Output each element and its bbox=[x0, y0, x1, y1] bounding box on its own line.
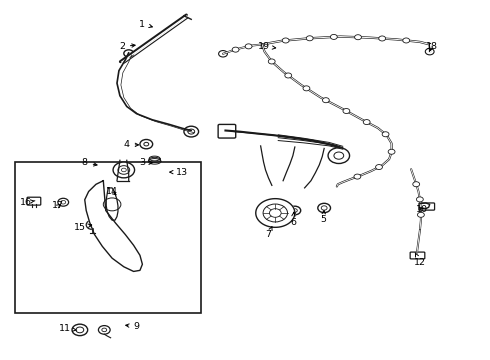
Circle shape bbox=[219, 50, 227, 57]
Circle shape bbox=[303, 86, 310, 91]
Circle shape bbox=[58, 198, 69, 206]
Text: 15: 15 bbox=[74, 223, 92, 232]
Circle shape bbox=[322, 98, 329, 103]
Text: 11: 11 bbox=[59, 324, 77, 333]
Text: 3: 3 bbox=[139, 158, 152, 167]
Circle shape bbox=[363, 120, 370, 125]
Circle shape bbox=[330, 35, 337, 40]
Circle shape bbox=[289, 206, 301, 215]
Circle shape bbox=[354, 174, 361, 179]
Bar bbox=[15, 162, 201, 313]
Circle shape bbox=[382, 132, 389, 137]
Circle shape bbox=[232, 47, 239, 52]
Circle shape bbox=[413, 182, 419, 187]
FancyBboxPatch shape bbox=[410, 252, 425, 259]
Circle shape bbox=[269, 59, 275, 64]
Circle shape bbox=[376, 165, 382, 170]
FancyBboxPatch shape bbox=[419, 203, 435, 210]
FancyBboxPatch shape bbox=[218, 125, 236, 138]
Circle shape bbox=[124, 50, 134, 57]
Circle shape bbox=[86, 220, 99, 229]
Circle shape bbox=[343, 108, 350, 113]
Text: 7: 7 bbox=[266, 227, 272, 239]
Circle shape bbox=[379, 36, 386, 41]
Text: 13: 13 bbox=[170, 168, 189, 177]
Circle shape bbox=[113, 162, 135, 178]
Circle shape bbox=[184, 126, 198, 137]
Circle shape bbox=[306, 36, 313, 41]
Circle shape bbox=[140, 139, 153, 149]
Text: 1: 1 bbox=[139, 19, 152, 28]
Text: 16: 16 bbox=[20, 198, 35, 207]
Polygon shape bbox=[85, 181, 143, 271]
Circle shape bbox=[98, 325, 110, 334]
Circle shape bbox=[245, 44, 252, 49]
Circle shape bbox=[282, 38, 289, 43]
Text: 19: 19 bbox=[258, 42, 276, 51]
Text: 14: 14 bbox=[106, 187, 118, 196]
Polygon shape bbox=[256, 199, 295, 227]
Circle shape bbox=[72, 324, 88, 336]
Circle shape bbox=[285, 73, 292, 78]
Text: 8: 8 bbox=[82, 158, 97, 167]
Text: 10: 10 bbox=[416, 205, 428, 214]
Polygon shape bbox=[106, 188, 118, 220]
Text: 4: 4 bbox=[124, 140, 139, 149]
Text: 9: 9 bbox=[126, 322, 140, 331]
Circle shape bbox=[417, 212, 424, 217]
Text: 6: 6 bbox=[290, 212, 296, 227]
Circle shape bbox=[355, 35, 362, 40]
Text: 17: 17 bbox=[52, 201, 64, 210]
Text: 2: 2 bbox=[119, 42, 135, 51]
Circle shape bbox=[318, 203, 331, 213]
Circle shape bbox=[388, 149, 395, 154]
Circle shape bbox=[416, 197, 423, 202]
Text: 18: 18 bbox=[426, 42, 438, 51]
Circle shape bbox=[328, 148, 349, 163]
FancyBboxPatch shape bbox=[27, 197, 41, 205]
Circle shape bbox=[403, 38, 410, 43]
Text: 5: 5 bbox=[320, 211, 326, 224]
Circle shape bbox=[425, 48, 434, 55]
Text: 12: 12 bbox=[414, 253, 426, 267]
